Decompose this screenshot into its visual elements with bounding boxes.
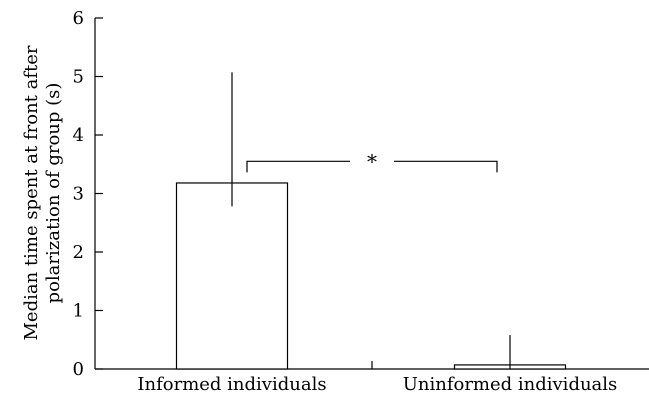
y-ticks: 0 1 2 3 4 5 6 <box>73 8 103 380</box>
y-tick-label: 6 <box>73 8 84 29</box>
category-label-1: Uninformed individuals <box>403 374 618 395</box>
y-tick-label: 4 <box>73 125 84 146</box>
error-bars <box>231 72 511 369</box>
significance-bracket-left <box>246 160 350 173</box>
significance-bracket-right <box>394 160 498 173</box>
y-axis-title-line-1: Median time spent at front after <box>21 45 42 340</box>
significance-marker: * <box>246 149 498 173</box>
y-tick-label: 1 <box>73 301 84 322</box>
category-labels: Informed individuals Uninformed individua… <box>137 374 617 395</box>
y-tick-label: 5 <box>73 67 84 88</box>
significance-star: * <box>367 149 377 173</box>
y-axis-title: Median time spent at front after polariz… <box>21 45 64 340</box>
y-axis-title-line-2: polarization of group (s) <box>43 83 64 304</box>
bars <box>175 182 567 370</box>
category-label-0: Informed individuals <box>137 374 326 395</box>
y-tick-label: 2 <box>73 242 84 263</box>
y-tick-label: 3 <box>73 184 84 205</box>
bar-0 <box>175 182 289 370</box>
y-tick-label: 0 <box>73 359 84 380</box>
